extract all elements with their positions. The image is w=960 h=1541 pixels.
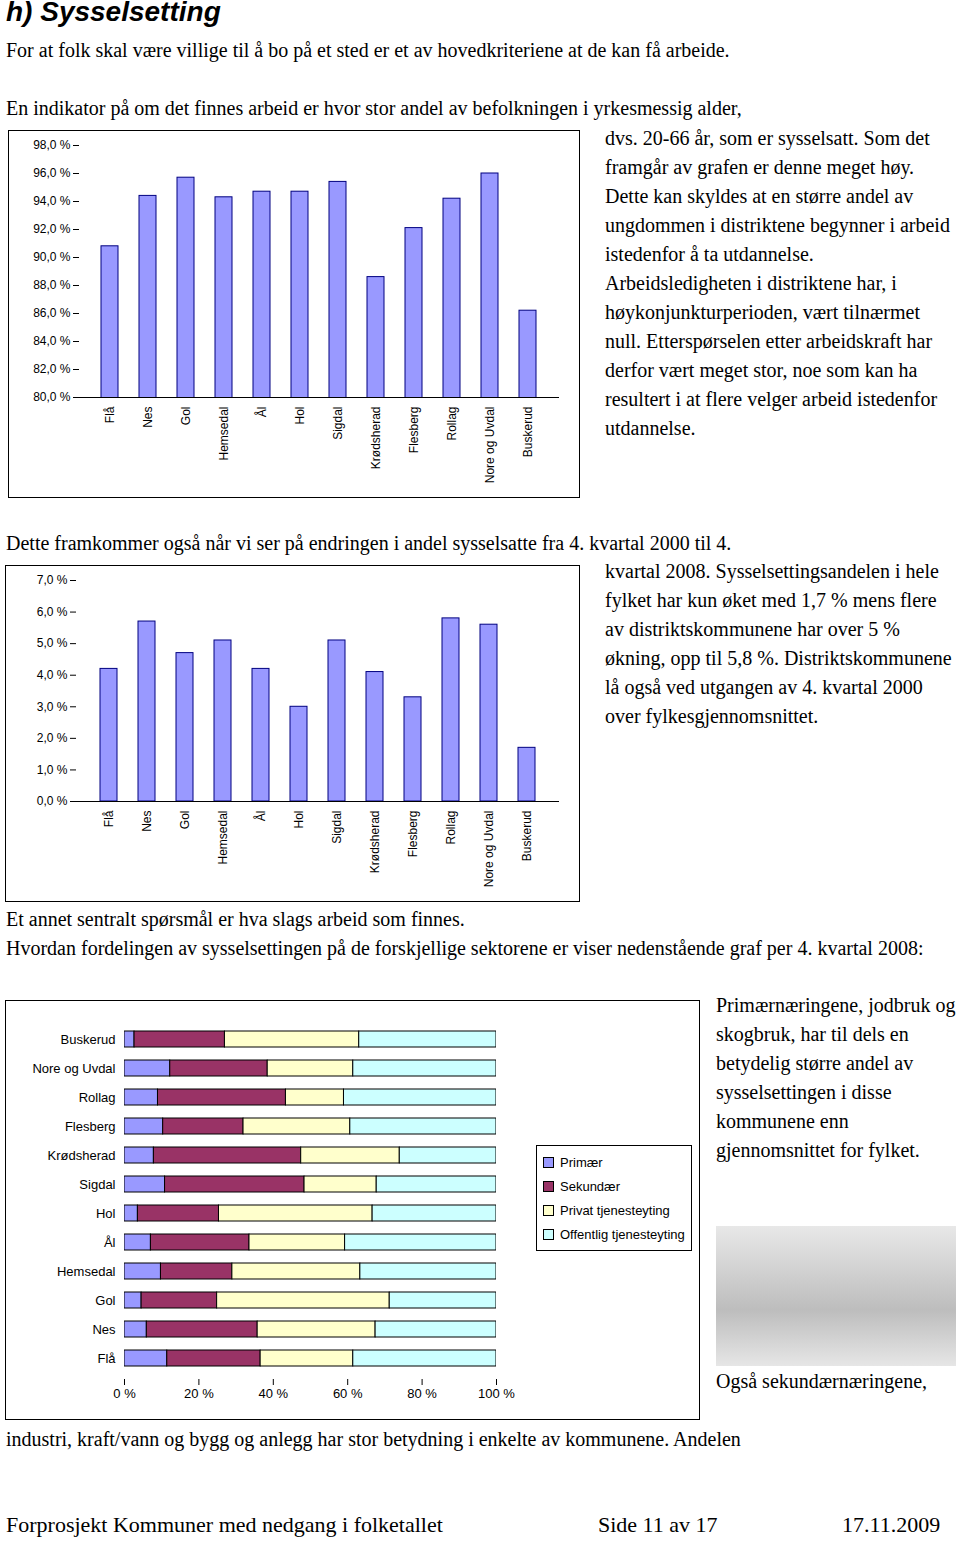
svg-text:Gol: Gol [178,811,192,830]
svg-text:0 %: 0 % [113,1386,136,1401]
svg-text:Nore og Uvdal: Nore og Uvdal [482,811,496,888]
svg-text:1,0 %: 1,0 % [37,763,68,777]
svg-text:Flå: Flå [97,1351,116,1366]
svg-text:Hemsedal: Hemsedal [216,811,230,865]
svg-text:Krødsherad: Krødsherad [369,407,383,470]
svg-text:Hemsedal: Hemsedal [57,1264,116,1279]
svg-text:5,0 %: 5,0 % [37,636,68,650]
svg-text:Sigdal: Sigdal [330,811,344,844]
svg-text:84,0 %: 84,0 % [33,334,71,348]
svg-text:Flesberg: Flesberg [406,811,420,858]
html-text:Også sekundærnæringene,: Også sekundærnæringene, [716,1370,928,1392]
html-text:Hvordan fordelingen av syssels: Hvordan fordelingen av sysselsettingen p… [6,937,924,959]
svg-text:Hol: Hol [293,407,307,425]
svg-text:Nore og Uvdal: Nore og Uvdal [483,407,497,484]
html-text:dvs. 20-66 år, som er sysselsa: dvs. 20-66 år, som er sysselsatt. Som de… [605,127,950,439]
html-text:Privat tjenesteyting: Privat tjenesteyting [560,1202,670,1218]
svg-text:7,0 %: 7,0 % [37,573,68,587]
svg-text:Gol: Gol [179,407,193,426]
html-text:Sekundær: Sekundær [560,1178,620,1194]
svg-text:88,0 %: 88,0 % [33,278,71,292]
svg-text:Krødsherad: Krødsherad [48,1148,116,1163]
svg-text:100 %: 100 % [478,1386,515,1401]
html-text:Side 11 av 17: Side 11 av 17 [598,1512,718,1537]
html-text:Primærnæringene, jodbruk og sk: Primærnæringene, jodbruk og skogbruk, ha… [716,994,956,1161]
html-text:For at folk skal være villige: For at folk skal være villige til å bo p… [6,39,730,61]
html-text:kvartal 2008. Sysselsettingsan: kvartal 2008. Sysselsettingsandelen i he… [605,560,952,727]
svg-text:82,0 %: 82,0 % [33,362,71,376]
svg-text:Nes: Nes [140,811,154,832]
svg-text:6,0 %: 6,0 % [37,605,68,619]
html-text:Offentlig tjenesteyting: Offentlig tjenesteyting [560,1226,685,1242]
svg-text:3,0 %: 3,0 % [37,700,68,714]
svg-text:Hol: Hol [96,1206,116,1221]
svg-text:40 %: 40 % [258,1386,288,1401]
svg-text:Flesberg: Flesberg [65,1119,116,1134]
svg-text:86,0 %: 86,0 % [33,306,71,320]
svg-text:Flå: Flå [102,810,116,827]
svg-text:96,0 %: 96,0 % [33,166,71,180]
svg-text:Rollag: Rollag [79,1090,116,1105]
svg-text:Nes: Nes [141,407,155,428]
svg-text:2,0 %: 2,0 % [37,731,68,745]
svg-text:60 %: 60 % [333,1386,363,1401]
svg-text:Sigdal: Sigdal [79,1177,115,1192]
svg-text:Ål: Ål [254,407,269,418]
svg-text:94,0 %: 94,0 % [33,194,71,208]
svg-text:Flå: Flå [103,406,117,423]
svg-text:Ål: Ål [253,811,268,822]
svg-text:80 %: 80 % [407,1386,437,1401]
svg-text:Nore og Uvdal: Nore og Uvdal [32,1061,115,1076]
svg-text:Hemsedal: Hemsedal [217,407,231,461]
html-text:Et annet sentralt spørsmål er: Et annet sentralt spørsmål er hva slags … [6,908,465,930]
svg-text:92,0 %: 92,0 % [33,222,71,236]
svg-text:Gol: Gol [95,1293,115,1308]
svg-text:Buskerud: Buskerud [521,407,535,458]
svg-text:Flesberg: Flesberg [407,407,421,454]
svg-text:90,0 %: 90,0 % [33,250,71,264]
svg-text:Krødsherad: Krødsherad [368,811,382,874]
svg-text:Rollag: Rollag [444,811,458,845]
svg-text:Hol: Hol [292,811,306,829]
svg-text:Nes: Nes [92,1322,116,1337]
html-text:17.11.2009: 17.11.2009 [842,1512,941,1537]
svg-text:80,0 %: 80,0 % [33,390,71,404]
html-text:Forprosjekt Kommuner med nedga: Forprosjekt Kommuner med nedgang i folke… [6,1512,443,1537]
html-text:Dette framkommer også når vi s: Dette framkommer også når vi ser på endr… [6,532,732,554]
svg-text:98,0 %: 98,0 % [33,138,71,152]
html-text:En indikator på om det finnes: En indikator på om det finnes arbeid er … [6,97,742,119]
svg-text:Buskerud: Buskerud [61,1032,116,1047]
svg-text:Rollag: Rollag [445,407,459,441]
svg-text:4,0 %: 4,0 % [37,668,68,682]
svg-text:Buskerud: Buskerud [520,811,534,862]
svg-text:Ål: Ål [104,1235,116,1250]
svg-text:0,0 %: 0,0 % [37,794,68,808]
html-text:industri, kraft/vann og bygg o: industri, kraft/vann og bygg og anlegg h… [6,1428,741,1450]
svg-text:20 %: 20 % [184,1386,214,1401]
html-text:Primær: Primær [560,1154,603,1170]
svg-text:Sigdal: Sigdal [331,407,345,440]
